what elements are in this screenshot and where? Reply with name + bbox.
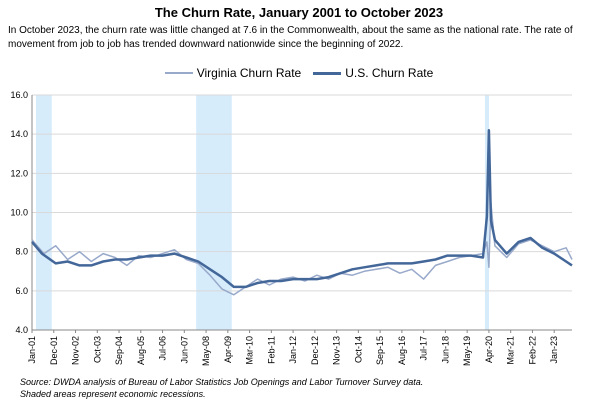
x-tick-label: Apr-09: [223, 336, 233, 363]
x-tick-label: Mar-10: [245, 336, 255, 365]
x-tick-label: May-19: [462, 336, 472, 366]
x-tick-label: Jan-01: [27, 336, 37, 364]
x-tick-label: Nov-13: [332, 336, 342, 365]
y-tick-label: 4.0: [15, 325, 28, 335]
recession-note: Shaded areas represent economic recessio…: [20, 389, 206, 399]
x-tick-label: Jul-06: [158, 336, 168, 361]
x-tick-label: Jan-12: [288, 336, 298, 364]
x-tick-label: Oct-03: [92, 336, 102, 363]
x-tick-label: Jun-18: [440, 336, 450, 364]
y-tick-label: 10.0: [10, 208, 28, 218]
x-tick-label: Sep-04: [114, 336, 124, 365]
x-tick-label: Apr-20: [484, 336, 494, 363]
y-tick-label: 6.0: [15, 286, 28, 296]
x-tick-label: Nov-02: [71, 336, 81, 365]
x-tick-label: Sep-15: [375, 336, 385, 365]
x-tick-label: May-08: [201, 336, 211, 366]
chart-title: The Churn Rate, January 2001 to October …: [154, 5, 444, 20]
legend-item-virginia: Virginia Churn Rate: [164, 66, 302, 80]
source-line: Source: DWDA analysis of Bureau of Labor…: [20, 377, 424, 387]
x-tick-label: Oct-14: [353, 336, 363, 363]
x-tick-label: Jul-17: [419, 336, 429, 361]
y-tick-label: 14.0: [10, 129, 28, 139]
y-tick-label: 16.0: [10, 90, 28, 100]
x-tick-label: Aug-05: [136, 336, 146, 365]
x-tick-label: Jun-07: [179, 336, 189, 364]
x-tick-label: Jan-23: [549, 336, 559, 364]
chart-subtitle: In October 2023, the churn rate was litt…: [8, 25, 573, 50]
series-line-us: [31, 129, 573, 289]
x-tick-label: Dec-01: [49, 336, 59, 365]
y-tick-label: 8.0: [15, 247, 28, 257]
source-note: Source: DWDA analysis of Bureau of Labor…: [20, 376, 423, 400]
x-tick-label: Dec-12: [310, 336, 320, 365]
x-tick-label: Feb-11: [266, 336, 276, 364]
legend-swatch-us: [313, 71, 342, 75]
legend-label-us: U.S. Churn Rate: [345, 66, 434, 80]
legend-swatch-virginia: [164, 72, 193, 74]
legend-item-us: U.S. Churn Rate: [313, 66, 433, 80]
x-tick-label: Feb-22: [527, 336, 537, 365]
legend-label-virginia: Virginia Churn Rate: [196, 66, 302, 80]
y-tick-label: 12.0: [10, 168, 28, 178]
legend: Virginia Churn Rate U.S. Churn Rate: [0, 66, 598, 80]
x-tick-label: Mar-21: [506, 336, 516, 365]
x-tick-label: Aug-16: [397, 336, 407, 365]
